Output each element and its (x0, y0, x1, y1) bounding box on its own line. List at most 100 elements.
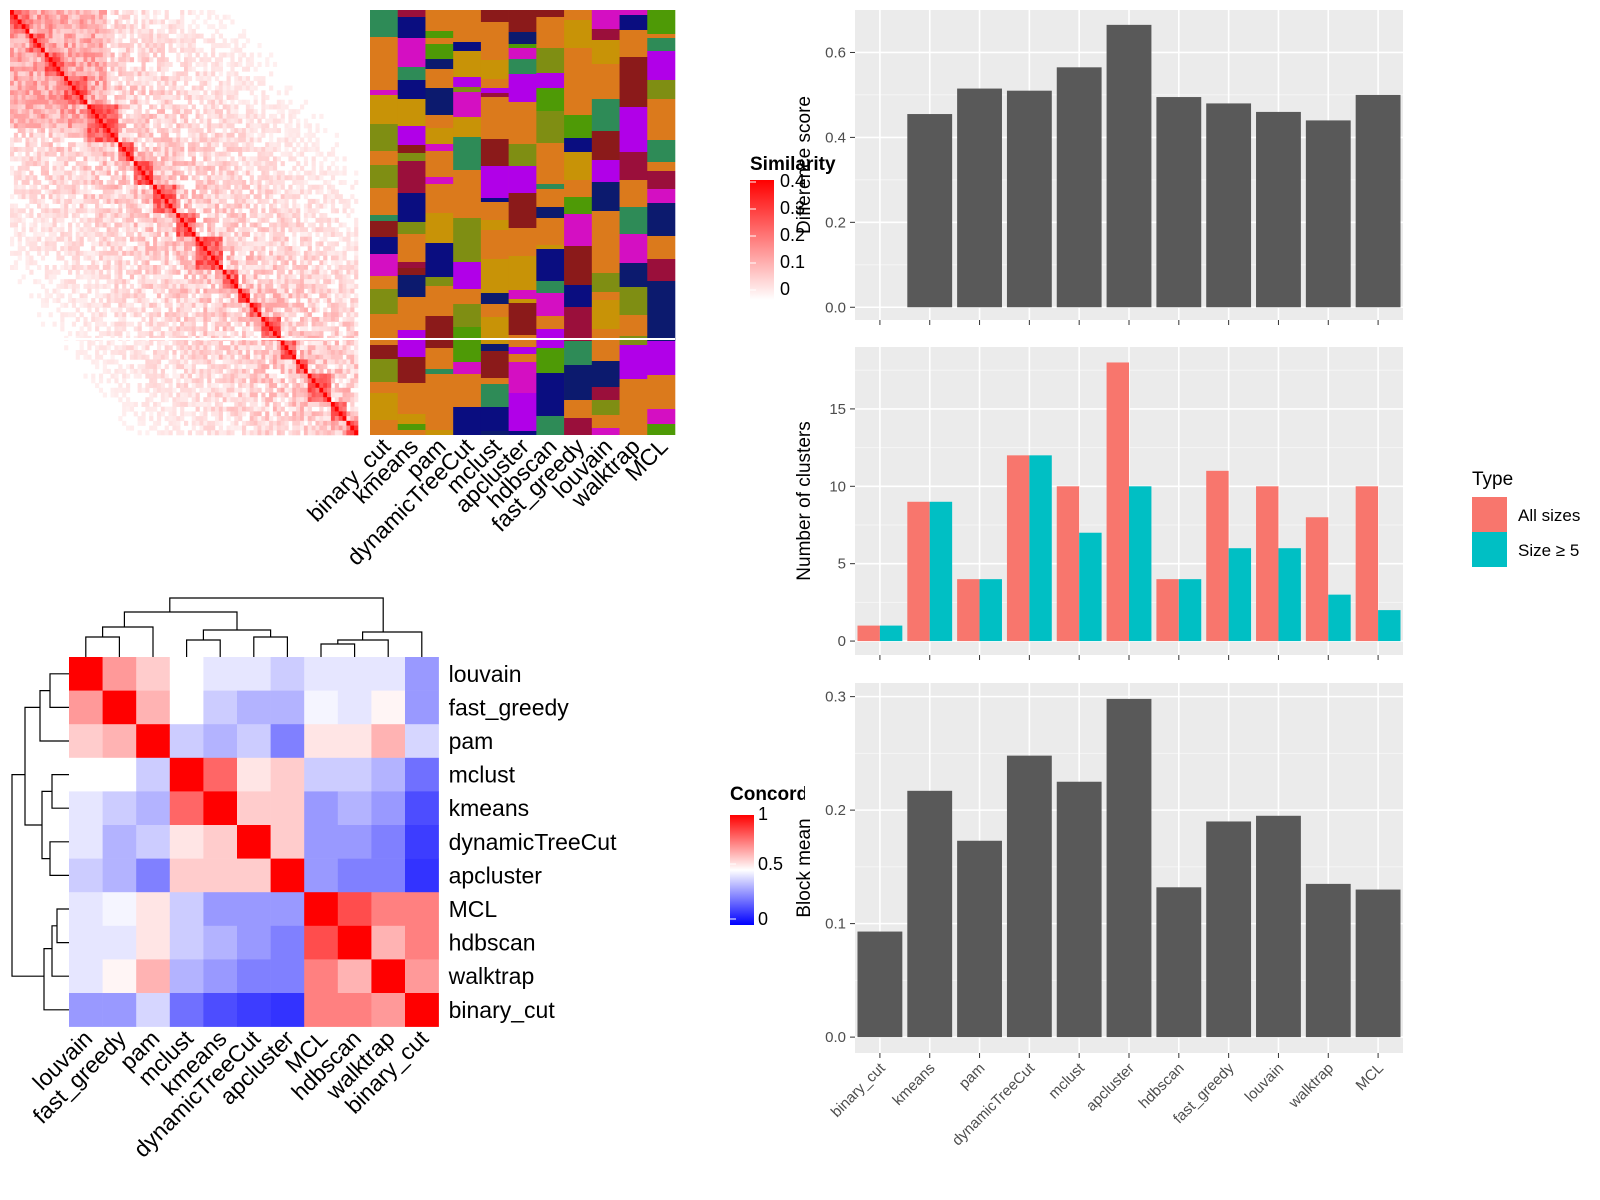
similarity-cell (133, 307, 138, 313)
similarity-cell (284, 364, 289, 370)
similarity-cell (272, 123, 278, 129)
similarity-cell (126, 128, 131, 134)
similarity-cell (222, 288, 227, 294)
similarity-cell (40, 43, 46, 49)
similarity-cell (296, 364, 301, 370)
similarity-cell (276, 146, 281, 152)
similarity-cell (203, 170, 208, 176)
similarity-cell (160, 283, 165, 289)
similarity-cell (56, 227, 61, 233)
similarity-cell (114, 359, 119, 365)
similarity-cell (272, 241, 278, 247)
similarity-cell (29, 47, 34, 53)
similarity-cell (230, 90, 235, 96)
similarity-cell (303, 283, 309, 289)
similarity-cell (180, 392, 185, 398)
similarity-cell (284, 246, 289, 252)
similarity-cell (272, 345, 278, 351)
similarity-cell (153, 231, 158, 237)
similarity-cell (118, 246, 123, 252)
similarity-cell (211, 217, 216, 223)
similarity-cell (319, 165, 324, 171)
similarity-cell (218, 198, 223, 204)
similarity-cell (230, 326, 235, 332)
similarity-cell (145, 95, 150, 101)
similarity-cell (156, 293, 162, 299)
similarity-cell (156, 222, 162, 228)
similarity-cell (234, 146, 239, 152)
similarity-cell (145, 397, 150, 403)
similarity-cell (211, 241, 216, 247)
similarity-cell (25, 265, 30, 271)
similarity-cell (149, 364, 154, 370)
similarity-cell (137, 161, 142, 167)
similarity-cell (44, 66, 49, 72)
similarity-cell (114, 76, 119, 82)
similarity-cell (226, 378, 231, 384)
similarity-cell (25, 104, 30, 110)
similarity-cell (234, 90, 239, 96)
similarity-cell (191, 189, 196, 195)
similarity-cell (284, 189, 289, 195)
similarity-cell (265, 326, 270, 332)
similarity-cell (300, 392, 305, 398)
similarity-cell (122, 99, 127, 105)
similarity-cell (102, 24, 107, 30)
similarity-cell (280, 180, 285, 186)
similarity-cell (17, 28, 22, 34)
similarity-cell (156, 401, 162, 407)
similarity-cell (222, 364, 227, 370)
similarity-cell (234, 217, 239, 223)
similarity-cell (68, 28, 73, 34)
similarity-cell (75, 85, 80, 91)
similarity-cell (234, 260, 239, 266)
similarity-cell (276, 392, 281, 398)
similarity-cell (342, 208, 347, 214)
similarity-cell (346, 378, 351, 384)
similarity-cell (160, 38, 165, 44)
similarity-cell (110, 265, 115, 271)
similarity-cell (33, 85, 38, 91)
similarity-cell (122, 71, 127, 77)
similarity-cell (234, 222, 239, 228)
similarity-cell (191, 90, 196, 96)
similarity-cell (207, 307, 212, 313)
similarity-cell (191, 95, 196, 101)
similarity-cell (203, 260, 208, 266)
similarity-cell (214, 298, 220, 304)
similarity-cell (230, 61, 235, 67)
similarity-cell (64, 132, 69, 138)
similarity-cell (234, 236, 239, 242)
similarity-cell (315, 368, 320, 374)
similarity-cell (296, 151, 301, 157)
similarity-cell (253, 321, 258, 327)
similarity-cell (176, 128, 181, 134)
similarity-cell (288, 345, 293, 351)
similarity-cell (265, 401, 270, 407)
similarity-cell (303, 279, 309, 285)
similarity-cell (106, 231, 111, 237)
similarity-cell (265, 373, 270, 379)
similarity-cell (98, 118, 104, 124)
similarity-cell (311, 387, 316, 393)
similarity-cell (75, 109, 80, 115)
similarity-cell (21, 113, 26, 119)
similarity-cell (149, 85, 154, 91)
similarity-cell (261, 255, 266, 261)
similarity-cell (137, 156, 142, 162)
similarity-cell (245, 104, 251, 110)
similarity-cell (253, 274, 258, 280)
similarity-cell (218, 99, 223, 105)
similarity-cell (172, 208, 177, 214)
similarity-cell (79, 85, 84, 91)
similarity-cell (180, 383, 185, 389)
similarity-cell (56, 14, 61, 20)
similarity-cell (315, 383, 320, 389)
similarity-cell (141, 90, 146, 96)
similarity-cell (129, 113, 135, 119)
similarity-cell (95, 288, 100, 294)
similarity-cell (211, 236, 216, 242)
similarity-cell (137, 269, 142, 275)
similarity-cell (122, 368, 127, 374)
similarity-cell (145, 109, 150, 115)
